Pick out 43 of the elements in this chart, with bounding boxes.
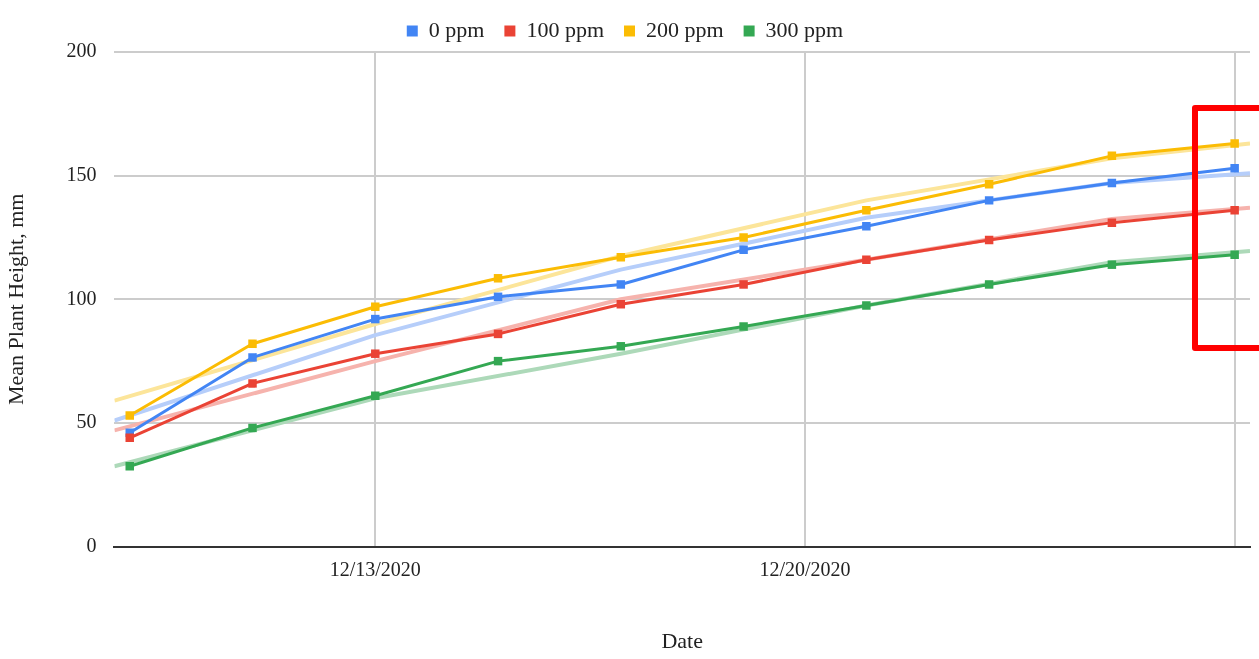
point [862, 255, 871, 264]
point [616, 280, 626, 289]
point [1230, 139, 1239, 148]
point [984, 196, 994, 205]
point [984, 180, 994, 189]
y-tick-label: 200 [66, 39, 97, 62]
point [862, 301, 871, 310]
point [1230, 250, 1239, 260]
point [1107, 260, 1117, 269]
point [862, 222, 871, 231]
point [616, 253, 626, 262]
legend-label: 300 ppm [765, 16, 844, 42]
point [125, 411, 134, 420]
point [739, 245, 748, 255]
y-axis-title: Mean Plant Height, mm [2, 193, 28, 406]
point [739, 233, 748, 242]
point [248, 353, 257, 362]
point [371, 349, 380, 358]
point [371, 314, 380, 324]
point [616, 342, 626, 351]
point [371, 391, 380, 400]
point [862, 206, 871, 215]
point [1230, 163, 1239, 173]
y-tick-label: 100 [66, 286, 97, 309]
point [739, 322, 748, 331]
point [493, 274, 503, 283]
point [248, 423, 257, 433]
x-tick-label: 12/13/2020 [329, 557, 421, 580]
point [248, 339, 257, 349]
point [739, 280, 748, 289]
point [1230, 206, 1239, 215]
legend-label: 200 ppm [646, 16, 724, 42]
y-tick-label: 50 [76, 410, 97, 433]
legend-label: 100 ppm [526, 16, 605, 42]
point [1107, 218, 1117, 227]
y-tick-label: 150 [66, 162, 97, 185]
point [371, 302, 380, 311]
legend-label: 0 ppm [428, 16, 485, 42]
y-tick-label: 0 [86, 533, 97, 556]
x-axis-title: Date [661, 627, 703, 653]
point [984, 280, 994, 289]
x-tick-label: 12/20/2020 [759, 557, 851, 580]
point [248, 379, 257, 388]
